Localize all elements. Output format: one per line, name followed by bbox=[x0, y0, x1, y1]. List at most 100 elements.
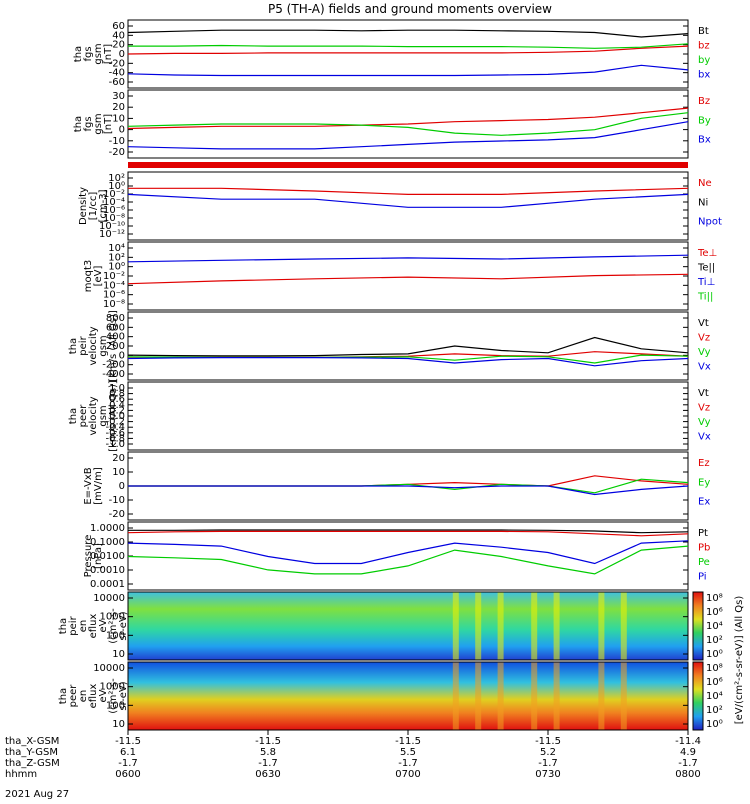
y-tick-label: 10 bbox=[112, 719, 125, 730]
y-axis-label: sr-eV) bbox=[118, 681, 129, 710]
y-axis-label: (cm²-s- bbox=[108, 608, 119, 644]
series-line-bt bbox=[127, 29, 689, 38]
y-axis-label: [km/s (All Qs)] bbox=[108, 310, 119, 382]
series-line-vx bbox=[127, 357, 689, 367]
panel-electron_velocity: 1.00.80.60.40.20.0-0.2-0.4-0.6-0.8-1.0 th… bbox=[68, 380, 711, 452]
y-tick-label: -10 bbox=[109, 136, 125, 147]
y-tick-label: -400 bbox=[102, 369, 125, 380]
y-tick-label: -20 bbox=[109, 58, 125, 69]
series-line-by bbox=[128, 43, 689, 49]
y-axis-label: (cm²-s- bbox=[108, 678, 119, 714]
y-tick-label: 10⁻⁸ bbox=[103, 213, 125, 224]
legend-entry: Ti⊥ bbox=[697, 277, 715, 288]
colorbar-tick: 10⁸ bbox=[706, 663, 723, 674]
y-axis-label: fgs bbox=[83, 116, 94, 131]
legend-entry: bz bbox=[698, 41, 710, 52]
spectrogram-burst bbox=[531, 592, 538, 660]
y-tick-label: 100 bbox=[106, 630, 125, 641]
legend-entry: Vz bbox=[698, 403, 710, 414]
y-tick-label: 0 bbox=[119, 49, 125, 60]
y-tick-label: 0.2 bbox=[109, 405, 125, 416]
series-line-bz bbox=[127, 107, 689, 130]
y-axis-label: [nPa] bbox=[93, 543, 104, 569]
legend-entry: Ey bbox=[698, 477, 710, 488]
legend-entry: Vt bbox=[698, 318, 709, 329]
y-axis-label: tha bbox=[68, 408, 79, 424]
x-tick-label: -1.7 bbox=[678, 758, 698, 769]
y-tick-label: 10² bbox=[108, 252, 125, 263]
legend-entry: Vz bbox=[698, 333, 710, 344]
legend-entry: Vt bbox=[698, 388, 709, 399]
y-tick-label: -0.8 bbox=[105, 433, 125, 444]
colorbar-tick: 10⁶ bbox=[706, 677, 723, 688]
legend-entry: by bbox=[698, 55, 710, 66]
y-tick-label: 10⁻² bbox=[103, 271, 125, 282]
x-tick-label: 5.2 bbox=[540, 747, 556, 758]
series-line-pi bbox=[127, 540, 689, 565]
spectrogram-burst bbox=[452, 662, 459, 730]
legend-entry: Pt bbox=[698, 528, 708, 539]
y-axis-label: gsm bbox=[98, 405, 109, 426]
colorbar-electron bbox=[692, 661, 704, 731]
colorbar-tick: 10⁴ bbox=[706, 621, 723, 632]
y-tick-label: 0.0100 bbox=[90, 551, 125, 562]
colorbar-tick: 10⁰ bbox=[706, 719, 723, 730]
y-tick-label: 20 bbox=[112, 102, 125, 113]
legend-entry: Npot bbox=[698, 217, 722, 228]
y-tick-label: -0.4 bbox=[105, 422, 125, 433]
legend-entry: Bz bbox=[698, 96, 710, 107]
y-axis-label: moqt3 bbox=[83, 260, 94, 293]
y-axis-label: gsm bbox=[93, 43, 104, 64]
x-tick-label: -11.5 bbox=[255, 736, 281, 747]
series-line-bx bbox=[127, 121, 689, 150]
spectrogram-burst bbox=[598, 662, 605, 730]
y-tick-label: 10 bbox=[112, 467, 125, 478]
y-tick-label: 0.1000 bbox=[90, 537, 125, 548]
y-tick-label: 20 bbox=[112, 453, 125, 464]
y-tick-label: -0.2 bbox=[105, 417, 125, 428]
x-tick-label: -1.7 bbox=[398, 758, 418, 769]
legend-entry: Pe bbox=[698, 557, 710, 568]
legend-entry: Te⊥ bbox=[697, 248, 717, 259]
spectrogram-burst bbox=[475, 592, 482, 660]
y-axis-label: Density bbox=[78, 187, 89, 225]
y-axis-label: Pressure bbox=[83, 535, 94, 578]
x-tick-label: -11.5 bbox=[115, 736, 141, 747]
y-tick-label: 10⁰ bbox=[108, 262, 125, 273]
y-axis-label: sr-eV) bbox=[118, 611, 129, 640]
y-axis-label: en bbox=[78, 620, 89, 633]
series-line-bz bbox=[127, 45, 689, 55]
y-axis-label: eV bbox=[98, 619, 109, 632]
y-axis-label: [km/s (All Qs)] bbox=[108, 380, 119, 452]
x-tick-label: 0630 bbox=[255, 769, 280, 780]
colorbar-tick: 10⁰ bbox=[706, 649, 723, 660]
y-tick-label: 1.0000 bbox=[90, 523, 125, 534]
y-tick-label: 0 bbox=[119, 350, 125, 361]
x-tick-label: -11.4 bbox=[675, 736, 701, 747]
x-tick-label: 0600 bbox=[115, 769, 140, 780]
y-tick-label: 10⁴ bbox=[108, 243, 125, 254]
series-line-pe bbox=[127, 545, 689, 575]
colorbar-tick: 10² bbox=[706, 635, 723, 646]
y-tick-label: -20 bbox=[109, 509, 125, 520]
y-tick-label: 400 bbox=[106, 332, 125, 343]
legend-entry: Bx bbox=[698, 135, 711, 146]
y-tick-label: 1000 bbox=[100, 612, 125, 623]
panel-electron_spectrogram: 10000 1000 100 10 tha peer en eflux eV (cm²-s-sr-… bbox=[58, 661, 689, 731]
x-tick-label: 4.9 bbox=[680, 747, 696, 758]
x-row-label: tha_Y-GSM bbox=[5, 747, 58, 758]
y-axis-label: tha bbox=[73, 116, 84, 132]
panel-density: 10²10⁰10⁻²10⁻⁴10⁻⁶10⁻⁸10⁻¹⁰10⁻¹²Density[… bbox=[78, 171, 722, 241]
series-line-te bbox=[127, 273, 689, 285]
y-axis-label: [nT] bbox=[103, 44, 114, 64]
series-line-ne bbox=[128, 187, 689, 195]
x-row-label: tha_Z-GSM bbox=[5, 758, 60, 769]
y-axis-label: eflux bbox=[88, 684, 99, 709]
colorbar-tick: 10⁴ bbox=[706, 691, 723, 702]
y-tick-label: 20 bbox=[112, 40, 125, 51]
y-tick-label: 1.0 bbox=[109, 383, 125, 394]
legend-entry: By bbox=[698, 115, 711, 126]
y-tick-label: 200 bbox=[106, 341, 125, 352]
